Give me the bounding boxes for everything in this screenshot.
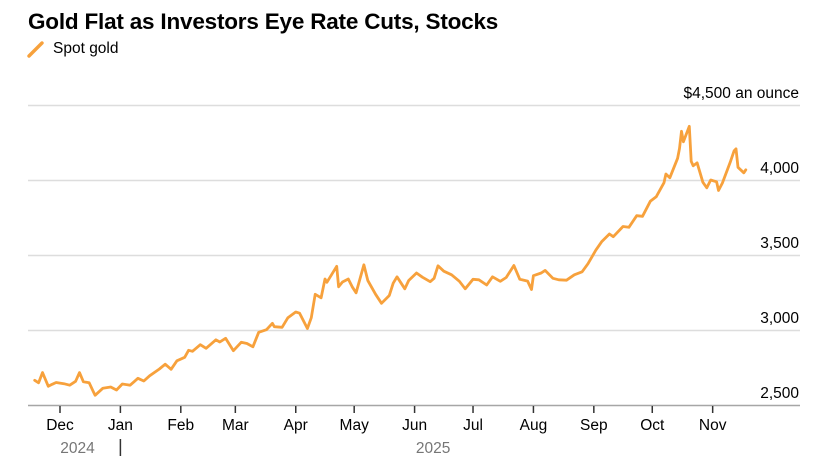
y-axis-label: 3,000 bbox=[760, 310, 799, 327]
year-label: 2025 bbox=[416, 440, 450, 457]
month-label: Oct bbox=[640, 417, 665, 434]
legend: Spot gold bbox=[27, 40, 119, 58]
month-label: Jan bbox=[108, 417, 133, 434]
month-label: May bbox=[340, 417, 370, 434]
month-label: Feb bbox=[167, 417, 194, 434]
legend-label: Spot gold bbox=[53, 40, 119, 57]
month-label: Aug bbox=[520, 417, 548, 434]
month-label: Sep bbox=[580, 417, 608, 434]
month-label: Apr bbox=[284, 417, 308, 434]
month-label: Jun bbox=[402, 417, 427, 434]
year-label: 2024 bbox=[60, 440, 95, 457]
price-line bbox=[33, 124, 748, 397]
month-label: Dec bbox=[46, 417, 74, 434]
y-axis-unit-label: $4,500 an ounce bbox=[684, 85, 800, 102]
month-label: Nov bbox=[699, 417, 727, 434]
y-axis-label: 2,500 bbox=[760, 385, 799, 402]
month-label: Mar bbox=[222, 417, 249, 434]
y-axis-label: 3,500 bbox=[760, 235, 799, 252]
chart-title: Gold Flat as Investors Eye Rate Cuts, St… bbox=[28, 9, 499, 34]
y-axis-label: 4,000 bbox=[760, 160, 799, 177]
month-label: Jul bbox=[463, 417, 483, 434]
legend-line-icon bbox=[27, 40, 44, 58]
